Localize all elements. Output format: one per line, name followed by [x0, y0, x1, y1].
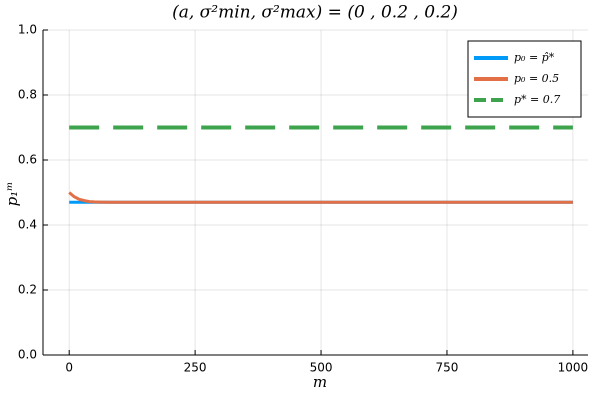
- series-line: [68, 191, 573, 204]
- x-tick-label: 0: [65, 361, 73, 375]
- x-tick-label: 750: [436, 361, 459, 375]
- y-tick-label: 0.2: [18, 283, 37, 297]
- legend: p₀ = p̂* p₀ = 0.5 p* = 0.7: [467, 40, 582, 118]
- y-axis-label: p₁ᵐ: [3, 182, 21, 207]
- x-tick-label: 250: [184, 361, 207, 375]
- legend-label: p₀ = p̂*: [514, 51, 555, 64]
- x-tick-label: 500: [310, 361, 333, 375]
- chart-title: (a, σ²min, σ²max) = (0 , 0.2 , 0.2): [172, 3, 458, 23]
- legend-label: p₀ = 0.5: [514, 72, 559, 85]
- y-tick-label: 0.0: [18, 348, 37, 362]
- y-tick-label: 0.8: [18, 88, 37, 102]
- y-tick-label: 0.4: [18, 218, 37, 232]
- y-tick-label: 1.0: [18, 23, 37, 37]
- x-tick-label: 1000: [558, 361, 589, 375]
- y-tick-label: 0.6: [18, 153, 37, 167]
- legend-label: p* = 0.7: [514, 93, 560, 106]
- x-axis-label: m: [313, 373, 327, 391]
